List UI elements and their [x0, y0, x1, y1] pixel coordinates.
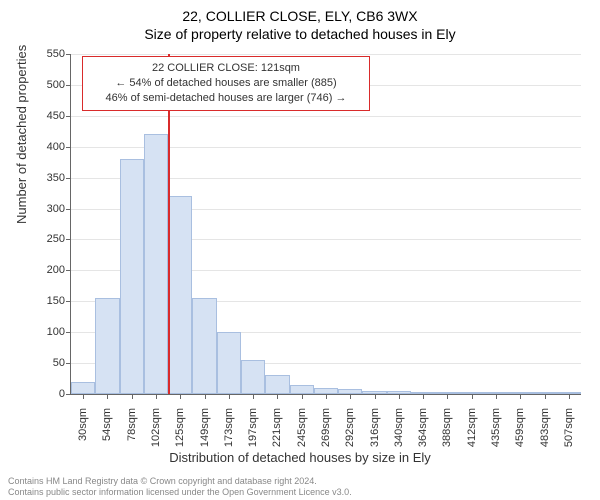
x-tick-mark — [302, 394, 303, 399]
chart-area: 05010015020025030035040045050055030sqm54… — [70, 54, 580, 394]
histogram-bar — [144, 134, 168, 394]
y-tick-mark — [66, 239, 71, 240]
x-tick-mark — [83, 394, 84, 399]
y-axis-label: Number of detached properties — [14, 45, 29, 224]
y-tick-label: 250 — [25, 233, 65, 245]
y-tick-mark — [66, 85, 71, 86]
y-tick-mark — [66, 147, 71, 148]
y-tick-mark — [66, 209, 71, 210]
x-tick-mark — [375, 394, 376, 399]
y-tick-label: 550 — [25, 48, 65, 60]
y-tick-label: 0 — [25, 388, 65, 400]
x-tick-mark — [569, 394, 570, 399]
y-tick-mark — [66, 270, 71, 271]
x-tick-mark — [156, 394, 157, 399]
chart-container: 22, COLLIER CLOSE, ELY, CB6 3WX Size of … — [0, 0, 600, 500]
annotation-box: 22 COLLIER CLOSE: 121sqm ← 54% of detach… — [82, 56, 370, 111]
histogram-bar — [192, 298, 216, 394]
histogram-bar — [120, 159, 144, 394]
annotation-line-2: ← 54% of detached houses are smaller (88… — [91, 76, 361, 91]
y-tick-mark — [66, 301, 71, 302]
histogram-bar — [241, 360, 265, 394]
histogram-bar — [290, 385, 314, 394]
chart-title-address: 22, COLLIER CLOSE, ELY, CB6 3WX — [0, 0, 600, 24]
x-tick-mark — [107, 394, 108, 399]
x-tick-mark — [545, 394, 546, 399]
x-tick-mark — [180, 394, 181, 399]
histogram-bar — [168, 196, 192, 394]
histogram-bar — [217, 332, 241, 394]
y-tick-label: 50 — [25, 357, 65, 369]
histogram-bar — [71, 382, 95, 394]
histogram-bar — [265, 375, 289, 394]
annotation-line-1: 22 COLLIER CLOSE: 121sqm — [91, 61, 361, 76]
y-tick-mark — [66, 178, 71, 179]
x-axis-label: Distribution of detached houses by size … — [0, 450, 600, 465]
y-tick-mark — [66, 363, 71, 364]
x-tick-mark — [132, 394, 133, 399]
grid-line — [71, 54, 581, 55]
y-tick-label: 350 — [25, 172, 65, 184]
y-tick-label: 200 — [25, 264, 65, 276]
x-tick-mark — [399, 394, 400, 399]
y-tick-mark — [66, 54, 71, 55]
y-tick-mark — [66, 394, 71, 395]
x-tick-mark — [447, 394, 448, 399]
y-tick-label: 150 — [25, 295, 65, 307]
footer-line-1: Contains HM Land Registry data © Crown c… — [8, 476, 352, 487]
x-tick-mark — [496, 394, 497, 399]
histogram-bar — [95, 298, 119, 394]
x-tick-mark — [350, 394, 351, 399]
y-tick-mark — [66, 116, 71, 117]
x-tick-mark — [205, 394, 206, 399]
x-tick-mark — [253, 394, 254, 399]
footer-attribution: Contains HM Land Registry data © Crown c… — [8, 476, 352, 499]
x-tick-mark — [423, 394, 424, 399]
x-tick-mark — [472, 394, 473, 399]
y-tick-label: 500 — [25, 79, 65, 91]
y-tick-label: 300 — [25, 203, 65, 215]
annotation-line-3: 46% of semi-detached houses are larger (… — [91, 91, 361, 106]
x-tick-mark — [326, 394, 327, 399]
y-tick-label: 450 — [25, 110, 65, 122]
x-tick-mark — [520, 394, 521, 399]
y-tick-mark — [66, 332, 71, 333]
x-tick-mark — [229, 394, 230, 399]
chart-subtitle: Size of property relative to detached ho… — [0, 24, 600, 42]
footer-line-2: Contains public sector information licen… — [8, 487, 352, 498]
y-tick-label: 100 — [25, 326, 65, 338]
y-tick-label: 400 — [25, 141, 65, 153]
grid-line — [71, 116, 581, 117]
x-tick-mark — [277, 394, 278, 399]
